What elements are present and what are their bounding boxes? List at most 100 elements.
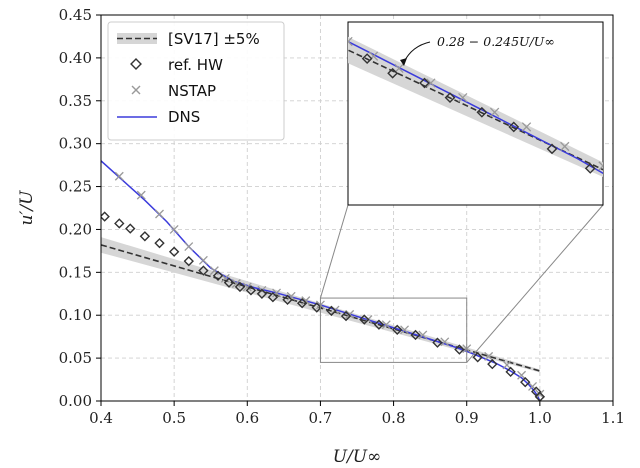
y-tick-label: 0.00 [59,392,92,410]
y-tick-label: 0.15 [59,263,92,281]
hw-point [154,237,165,249]
hw-point [361,53,373,64]
x-axis-title: U/U∞ [333,447,382,467]
y-tick-label: 0.40 [59,49,92,67]
nstap-stroke [381,320,391,330]
y-tick-label: 0.25 [59,178,92,196]
hw-point [139,231,151,242]
zoom-box [319,297,468,363]
inset-panel: 0.28 − 0.245U/U∞ [222,0,627,206]
legend-hw-marker [130,58,142,70]
annotation-arrowhead [400,58,407,66]
nstap-stroke [155,209,164,219]
hw-point [245,285,257,296]
nstap-stroke [272,288,282,298]
nstap-stroke [293,13,301,21]
nstap-stroke [267,3,275,11]
nstap-point [348,36,353,47]
nstap-point [242,0,250,4]
legend-label-hw: ref. HW [168,56,223,74]
nstap-stroke [242,0,250,4]
nstap-point [242,282,252,292]
nstap-stroke [400,325,410,335]
hw-point [444,92,456,104]
y-tick-label: 0.45 [59,6,92,24]
hw-point [282,294,293,305]
hw-point [337,44,346,53]
nstap-point [184,242,194,252]
x-tick-label: 0.7 [308,409,332,427]
legend-label-nstap: NSTAP [168,82,216,100]
hw-point [359,314,370,325]
nstap-stroke [528,381,538,391]
hw-point [387,67,399,79]
nstap-stroke [440,337,450,347]
y-axis-title: u′/U [17,190,37,226]
hw-point [183,255,194,267]
nstap-stroke [184,242,194,252]
nstap-stroke [136,190,146,200]
hw-point [312,32,321,41]
nstap-stroke [521,122,532,132]
nstap-stroke [242,0,250,4]
inset-annotation: 0.28 − 0.245U/U∞ [437,34,555,49]
nstap-stroke [267,3,275,11]
nstap-stroke [220,273,230,283]
dns-line [348,40,603,175]
nstap-point [136,190,146,200]
nstap-point [318,25,326,33]
hw-point [410,329,421,341]
hw-point [286,22,295,31]
nstap-stroke [418,330,428,340]
nstap-stroke [318,25,326,33]
legend: [SV17] ±5% ref. HW NSTAP DNS [107,21,285,141]
nstap-point [301,296,311,306]
x-tick-label: 0.6 [235,409,259,427]
zoom-connector-right [466,204,604,363]
nstap-stroke [345,309,355,319]
nstap-stroke [598,161,603,167]
hw-point [101,211,110,222]
hw-point [212,270,224,281]
hw-point [125,223,136,234]
hw-point [472,352,483,363]
nstap-stroke [169,224,179,234]
hw-point [618,186,627,195]
hw-point [296,298,308,309]
hw-point [546,143,558,155]
nstap-point [381,320,391,330]
nstap-stroke [286,291,296,301]
nstap-point [286,291,296,301]
legend-label-dns: DNS [168,108,200,126]
nstap-stroke [484,351,494,361]
nstap-stroke [318,25,326,33]
x-tick-label: 0.4 [89,409,113,427]
nstap-point [489,107,500,117]
nstap-point [345,309,355,319]
nstap-point [484,351,494,361]
y-tick-label: 0.30 [59,135,92,153]
hw-point [520,376,531,388]
nstap-stroke [198,255,208,265]
hw-point [432,337,443,348]
hw-point [222,0,231,4]
nstap-point [394,63,404,74]
nstap-point [426,78,436,88]
x-tick-label: 1.1 [601,409,625,427]
hw-point [373,319,385,330]
hw-point [508,121,520,133]
x-tick-label: 0.9 [455,409,479,427]
hw-point [392,324,403,335]
x-tick-label: 1.0 [528,409,552,427]
nstap-point [458,92,468,103]
nstap-stroke [560,141,570,152]
nstap-point [598,161,603,171]
nstap-stroke [502,360,512,370]
hw-point [168,246,180,257]
hw-point [256,288,268,299]
y-tick-label: 0.10 [59,306,92,324]
legend-frame [107,21,285,141]
nstap-point [267,3,275,11]
nstap-point [155,209,164,219]
